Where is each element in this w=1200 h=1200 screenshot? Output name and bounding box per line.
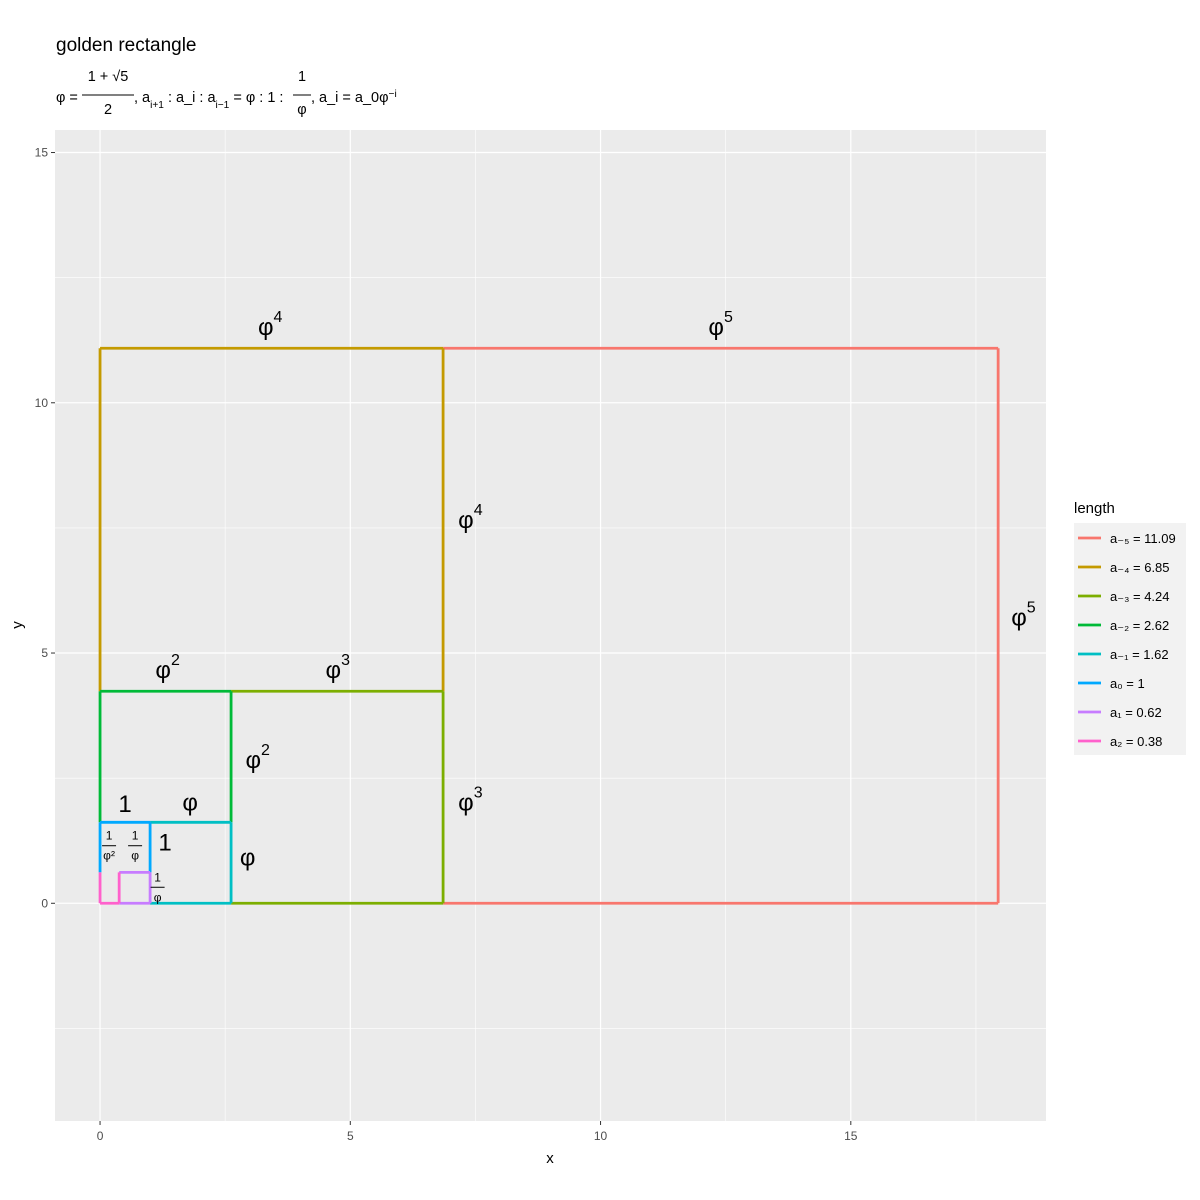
annotation-label: φ2 bbox=[245, 742, 270, 774]
legend-title: length bbox=[1074, 500, 1115, 517]
series-3 bbox=[98, 689, 233, 823]
y-tick-label: 15 bbox=[35, 146, 49, 160]
legend-label: a₋₄ = 6.85 bbox=[1110, 560, 1170, 575]
series-2 bbox=[231, 689, 445, 905]
series-6 bbox=[119, 870, 152, 905]
series-0 bbox=[443, 346, 1000, 905]
fraction-denominator: φ² bbox=[103, 849, 115, 863]
fraction-numerator: 1 bbox=[132, 829, 139, 843]
legend-items: a₋₅ = 11.09 a₋₄ = 6.85 a₋₃ = 4.24 a₋₂ = 2.6… bbox=[1078, 531, 1176, 749]
subtitle-phi-def: φ = bbox=[56, 90, 78, 106]
chart-subtitle: φ = 1 + √5 2 , ai+1 : a_i : ai−1 = φ : 1… bbox=[56, 69, 397, 118]
subtitle-ratio: , ai+1 : a_i : ai−1 = φ : 1 : bbox=[134, 90, 283, 111]
x-tick-label: 5 bbox=[347, 1129, 354, 1143]
annotation-label: φ5 bbox=[708, 309, 733, 341]
legend: length a₋₅ = 11.09a₋₄ = 6.85a₋₃ = 4.24a₋… bbox=[1074, 500, 1186, 755]
annotation-label: 1 bbox=[158, 830, 171, 857]
x-tick-label: 10 bbox=[594, 1129, 608, 1143]
legend-label: a₋₂ = 2.62 bbox=[1110, 618, 1169, 633]
legend-label: a₋₁ = 1.62 bbox=[1110, 647, 1169, 662]
annotation-label: φ3 bbox=[326, 652, 351, 684]
series-1 bbox=[98, 346, 445, 692]
y-axis: 0 5 10 15 bbox=[35, 146, 55, 910]
x-axis: 0 5 10 15 bbox=[97, 1121, 858, 1143]
fraction-denominator: φ bbox=[154, 890, 162, 904]
annotation-label: φ5 bbox=[1011, 600, 1036, 632]
series-5 bbox=[98, 820, 152, 873]
x-tick-label: 15 bbox=[844, 1129, 858, 1143]
y-axis-title: y bbox=[9, 621, 26, 629]
annotation-label: φ4 bbox=[258, 309, 283, 341]
y-tick-label: 10 bbox=[35, 396, 49, 410]
x-tick-label: 0 bbox=[97, 1129, 104, 1143]
fraction-annotation: 1φ bbox=[150, 870, 165, 904]
legend-label: a₋₅ = 11.09 bbox=[1110, 531, 1176, 546]
series-7 bbox=[98, 872, 121, 905]
x-axis-title: x bbox=[546, 1150, 554, 1167]
series-4 bbox=[150, 820, 233, 905]
annotation-label: φ bbox=[240, 845, 256, 872]
gridlines bbox=[55, 130, 1046, 1121]
subtitle-formula: , a_i = a_0φ−i bbox=[311, 89, 397, 107]
fraction-numerator: 1 bbox=[106, 829, 113, 843]
subtitle-phi-denominator: 2 bbox=[104, 102, 112, 118]
fraction-numerator: 1 bbox=[154, 870, 161, 884]
fraction-denominator: φ bbox=[131, 849, 139, 863]
fraction-annotation: 1 φ² bbox=[102, 829, 117, 863]
legend-label: a₂ = 0.38 bbox=[1110, 734, 1162, 749]
legend-label: a₋₃ = 4.24 bbox=[1110, 589, 1170, 604]
y-tick-label: 5 bbox=[41, 646, 48, 660]
series-layer bbox=[98, 346, 1000, 905]
annotation-label: φ3 bbox=[458, 785, 483, 817]
legend-label: a₁ = 0.62 bbox=[1110, 705, 1162, 720]
legend-background bbox=[1074, 523, 1186, 755]
annotation-label: 1 bbox=[118, 791, 131, 818]
fraction-annotation: 1φ bbox=[128, 829, 143, 863]
plot-panel bbox=[55, 130, 1046, 1121]
annotation-label: φ bbox=[182, 790, 198, 817]
annotation-label: φ2 bbox=[155, 652, 180, 684]
subtitle-phi-numerator: 1 + √5 bbox=[88, 69, 129, 85]
subtitle-ratio-denominator: φ bbox=[297, 102, 306, 118]
subtitle-ratio-numerator: 1 bbox=[298, 69, 306, 85]
chart-title: golden rectangle bbox=[56, 35, 197, 56]
annotation-label: φ4 bbox=[458, 502, 483, 534]
y-tick-label: 0 bbox=[41, 896, 48, 910]
legend-label: a₀ = 1 bbox=[1110, 676, 1145, 691]
